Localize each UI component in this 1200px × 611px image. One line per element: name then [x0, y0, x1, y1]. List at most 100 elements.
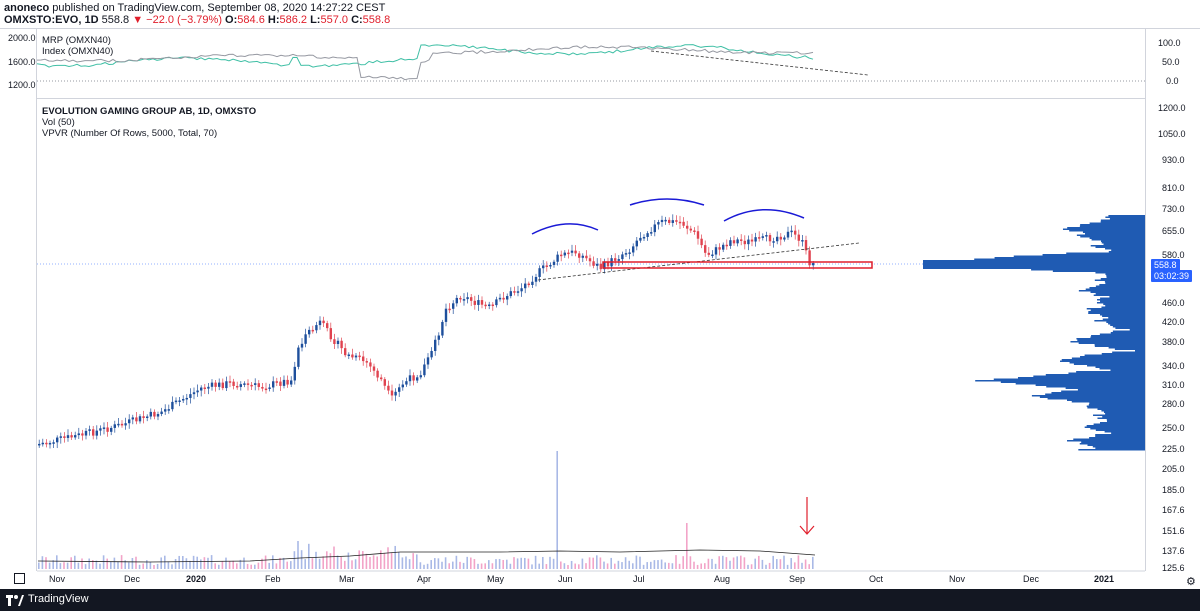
candle: [380, 377, 383, 380]
last-price: 558.8: [101, 14, 130, 26]
author-name[interactable]: anoneco: [4, 2, 50, 14]
vpvr-bar: [1100, 300, 1145, 302]
vpvr-bar: [1106, 275, 1145, 277]
candlestick-series: [38, 214, 815, 449]
candle: [315, 325, 318, 331]
candle: [66, 435, 70, 438]
volume-bar: [527, 558, 530, 569]
time-axis-label: 2020: [186, 574, 207, 584]
volume-bar: [326, 551, 328, 569]
vpvr-bar: [1106, 420, 1145, 422]
vpvr-bar: [1086, 425, 1145, 427]
vpvr-bar: [1061, 359, 1145, 361]
vpvr-legend[interactable]: VPVR (Number Of Rows, 5000, Total, 70): [42, 128, 218, 139]
volume-bar: [304, 559, 306, 569]
candle: [498, 297, 502, 300]
vpvr-bar: [1089, 437, 1145, 439]
vpvr-bar: [1080, 224, 1145, 226]
candle: [599, 263, 602, 270]
vpvr-bar: [1078, 449, 1145, 451]
volume-bar: [214, 563, 216, 569]
volume-bar: [261, 558, 263, 569]
candle: [466, 297, 469, 300]
volume-bar: [412, 553, 414, 569]
vpvr-bar: [1078, 342, 1145, 344]
vpvr-bar: [1101, 306, 1145, 308]
candle: [196, 390, 199, 393]
footer-brand[interactable]: TradingView: [28, 593, 89, 605]
gear-icon[interactable]: ⚙: [1186, 576, 1196, 588]
vpvr-bar: [1101, 353, 1145, 355]
vpvr-bar: [1000, 381, 1145, 383]
price-axis-label: 380.0: [1162, 337, 1185, 347]
vpvr-bar: [1065, 387, 1145, 389]
volume-bar: [480, 563, 483, 569]
volume-bar: [444, 557, 447, 569]
candle: [722, 244, 725, 250]
candle: [250, 384, 253, 387]
volume-bar: [232, 560, 234, 569]
vpvr-bar: [1111, 432, 1145, 434]
vpvr-bar: [1103, 303, 1145, 305]
vpvr-bar: [1097, 417, 1145, 419]
vpvr-bar: [1085, 288, 1145, 290]
volume-bar: [804, 559, 807, 569]
main-symbol-legend[interactable]: EVOLUTION GAMING GROUP AB, 1D, OMXSTO: [42, 106, 257, 117]
price-axis-label: 250.0: [1162, 423, 1185, 433]
indicator-legend-index[interactable]: Index (OMXN40): [42, 46, 114, 57]
volume-legend[interactable]: Vol (50): [42, 117, 75, 128]
candle: [779, 236, 782, 240]
volume-bar: [556, 451, 558, 569]
volume-bar: [426, 563, 429, 569]
vpvr-bar: [1086, 405, 1145, 407]
volume-bar: [333, 546, 335, 569]
volume-bar: [311, 558, 314, 569]
open-value: 584.6: [237, 14, 265, 26]
volume-bar: [340, 557, 342, 569]
candle: [765, 235, 768, 237]
vpvr-bar: [1033, 375, 1145, 377]
vpvr-bar: [1112, 351, 1145, 353]
symbol-label[interactable]: OMXSTO:EVO, 1D: [4, 14, 99, 26]
vpvr-bar: [974, 258, 1145, 260]
candle: [117, 423, 120, 426]
scale-toggle-icon[interactable]: [14, 573, 25, 584]
vpvr-bar: [1076, 371, 1145, 373]
volume-bar: [293, 551, 296, 569]
volume-bar: [430, 560, 432, 569]
vpvr-bar: [1097, 299, 1145, 301]
candle: [297, 347, 300, 367]
volume-bar: [696, 564, 699, 569]
vpvr-bar: [1069, 362, 1145, 364]
time-axis-label: Aug: [714, 574, 731, 584]
volume-bar: [552, 558, 555, 569]
volume-bar: [765, 564, 767, 569]
time-axis-label: Sep: [789, 574, 806, 584]
volume-bar: [135, 556, 137, 569]
candle: [124, 423, 127, 426]
support-zone-rectangle[interactable]: [602, 261, 873, 269]
mrp-trendline[interactable]: [650, 50, 869, 76]
candle: [545, 265, 548, 267]
volume-bar: [632, 563, 634, 569]
candle: [653, 224, 656, 233]
vpvr-bar: [1089, 237, 1145, 239]
head-arc: [629, 198, 705, 206]
left-axis-line: [36, 29, 37, 571]
pane-divider[interactable]: [36, 98, 1145, 99]
volume-bar: [592, 557, 594, 569]
volume-bar: [372, 555, 375, 569]
vpvr-bar: [1081, 441, 1145, 443]
indicator-legend-mrp[interactable]: MRP (OMXN40): [42, 35, 111, 46]
candle: [48, 442, 52, 445]
vpvr-bar: [1094, 279, 1145, 281]
vpvr-bar: [1110, 369, 1145, 371]
volume-bar: [707, 558, 710, 569]
vpvr-bar: [1095, 447, 1145, 449]
candle: [743, 240, 746, 245]
candle: [758, 237, 761, 239]
volume-bar: [682, 556, 684, 569]
vpvr-bar: [1109, 296, 1145, 298]
candle: [696, 231, 700, 239]
